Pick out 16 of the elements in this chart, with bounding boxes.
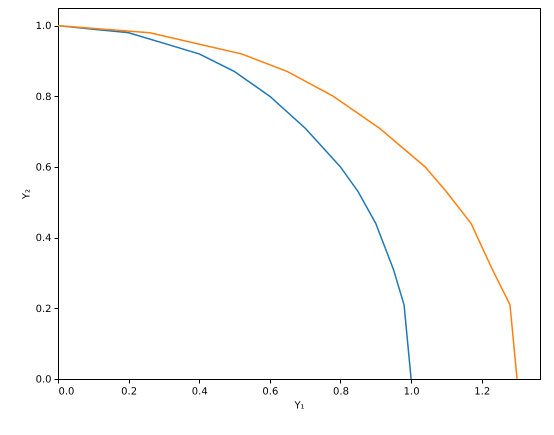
x-tick-label: 1.0 bbox=[404, 386, 420, 398]
y-tick-label: 0.0 bbox=[36, 374, 52, 386]
x-axis-title: Y₁ bbox=[293, 400, 305, 412]
x-tick-label: 0.8 bbox=[333, 386, 349, 398]
y-axis-title: Y₂ bbox=[22, 188, 33, 200]
y-tick-label: 0.2 bbox=[36, 304, 52, 315]
x-tick-label: 0.6 bbox=[262, 386, 278, 398]
x-tick-label: 0.0 bbox=[58, 386, 74, 398]
y-tick-label: 0.6 bbox=[36, 162, 52, 174]
y-tick-label: 1.0 bbox=[36, 21, 52, 32]
y-tick-label: 0.8 bbox=[36, 92, 52, 103]
x-tick-label: 0.4 bbox=[192, 386, 208, 398]
line-series bbox=[58, 24, 518, 379]
x-tick-label: 0.2 bbox=[121, 386, 138, 398]
y-tick-label: 0.4 bbox=[36, 233, 52, 244]
x-tick-label: 1.2 bbox=[474, 386, 490, 398]
